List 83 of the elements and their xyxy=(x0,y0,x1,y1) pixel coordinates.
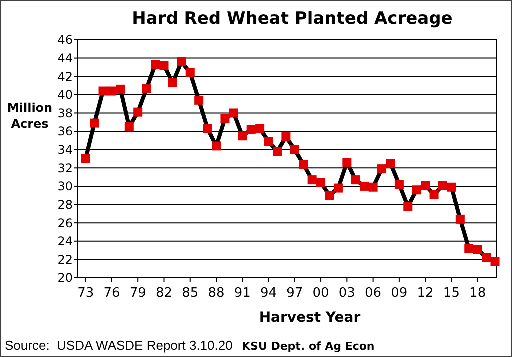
point xyxy=(81,154,90,164)
point xyxy=(447,182,456,192)
y-tick-label: 40 xyxy=(58,88,73,102)
y-tick-label: 46 xyxy=(58,33,73,48)
point xyxy=(220,114,230,124)
x-tick-label: 03 xyxy=(338,286,356,301)
y-tick-label: 34 xyxy=(58,143,73,158)
point xyxy=(212,142,222,151)
point xyxy=(394,180,404,190)
point xyxy=(229,108,238,118)
y-tick-label: 22 xyxy=(58,252,73,267)
point xyxy=(246,125,256,134)
point xyxy=(490,257,500,266)
x-tick-label: 79 xyxy=(130,286,146,301)
point xyxy=(378,164,387,174)
y-tick-label: 28 xyxy=(58,198,73,212)
point xyxy=(386,159,396,168)
x-tick-label: 91 xyxy=(234,286,251,301)
point xyxy=(98,86,108,96)
point xyxy=(124,122,134,132)
point xyxy=(116,84,126,94)
x-tick-label: 85 xyxy=(182,286,199,301)
x-tick-label: 97 xyxy=(286,286,304,301)
point xyxy=(256,124,265,134)
x-tick-label: 88 xyxy=(208,286,225,301)
point xyxy=(186,68,195,78)
point xyxy=(316,178,326,188)
x-tick-label: 76 xyxy=(104,286,120,301)
point xyxy=(421,181,430,190)
point xyxy=(325,191,334,200)
point xyxy=(203,124,212,134)
point xyxy=(194,96,204,105)
point xyxy=(360,182,370,191)
y-tick-label: 42 xyxy=(58,70,73,84)
source-note: Source: USDA WASDE Report 3.10.20 xyxy=(5,338,233,353)
point xyxy=(107,86,116,96)
point xyxy=(438,181,448,190)
x-tick-label: 15 xyxy=(443,286,460,301)
x-tick-label: 12 xyxy=(417,286,434,301)
point xyxy=(142,84,152,94)
text: KSU Dept. of Ag Econ xyxy=(242,340,375,353)
y-tick-label: 26 xyxy=(58,216,73,230)
point xyxy=(334,184,343,193)
point xyxy=(456,214,465,224)
chart-title: Hard Red Wheat Planted Acreage xyxy=(132,9,453,29)
point xyxy=(134,108,143,117)
point xyxy=(160,61,169,70)
x-tick-label: 18 xyxy=(470,286,486,301)
point xyxy=(430,190,439,200)
x-axis-title: Harvest Year xyxy=(259,310,361,326)
point xyxy=(473,245,482,254)
x-tick-label: 73 xyxy=(78,286,94,301)
y-tick-label: 32 xyxy=(58,161,73,176)
y-tick-label: 36 xyxy=(58,124,73,139)
x-tick-label: 00 xyxy=(312,286,330,301)
point xyxy=(368,182,378,192)
point xyxy=(308,176,317,185)
x-tick-label: 06 xyxy=(365,286,382,301)
y-tick-label: 20 xyxy=(58,271,73,286)
point xyxy=(404,202,413,212)
x-tick-label: 94 xyxy=(260,286,278,301)
point xyxy=(282,132,291,142)
y-tick-label: 24 xyxy=(58,234,73,249)
point xyxy=(168,78,178,88)
point xyxy=(90,118,100,128)
point xyxy=(151,60,160,70)
point xyxy=(238,132,248,141)
point xyxy=(177,57,186,66)
point xyxy=(272,147,282,156)
point xyxy=(412,186,422,195)
point xyxy=(342,158,352,168)
y-tick-label: 38 xyxy=(58,106,73,120)
point xyxy=(464,244,474,254)
point xyxy=(482,253,492,262)
point xyxy=(264,137,274,146)
y-tick-label: 44 xyxy=(58,52,73,66)
x-tick-label: 09 xyxy=(391,286,408,301)
x-tick-label: 82 xyxy=(156,286,173,301)
y-tick-label: 30 xyxy=(58,180,73,194)
point xyxy=(299,160,308,169)
y-axis-title: Million Acres xyxy=(7,101,53,131)
point xyxy=(290,145,300,154)
point xyxy=(351,176,360,185)
